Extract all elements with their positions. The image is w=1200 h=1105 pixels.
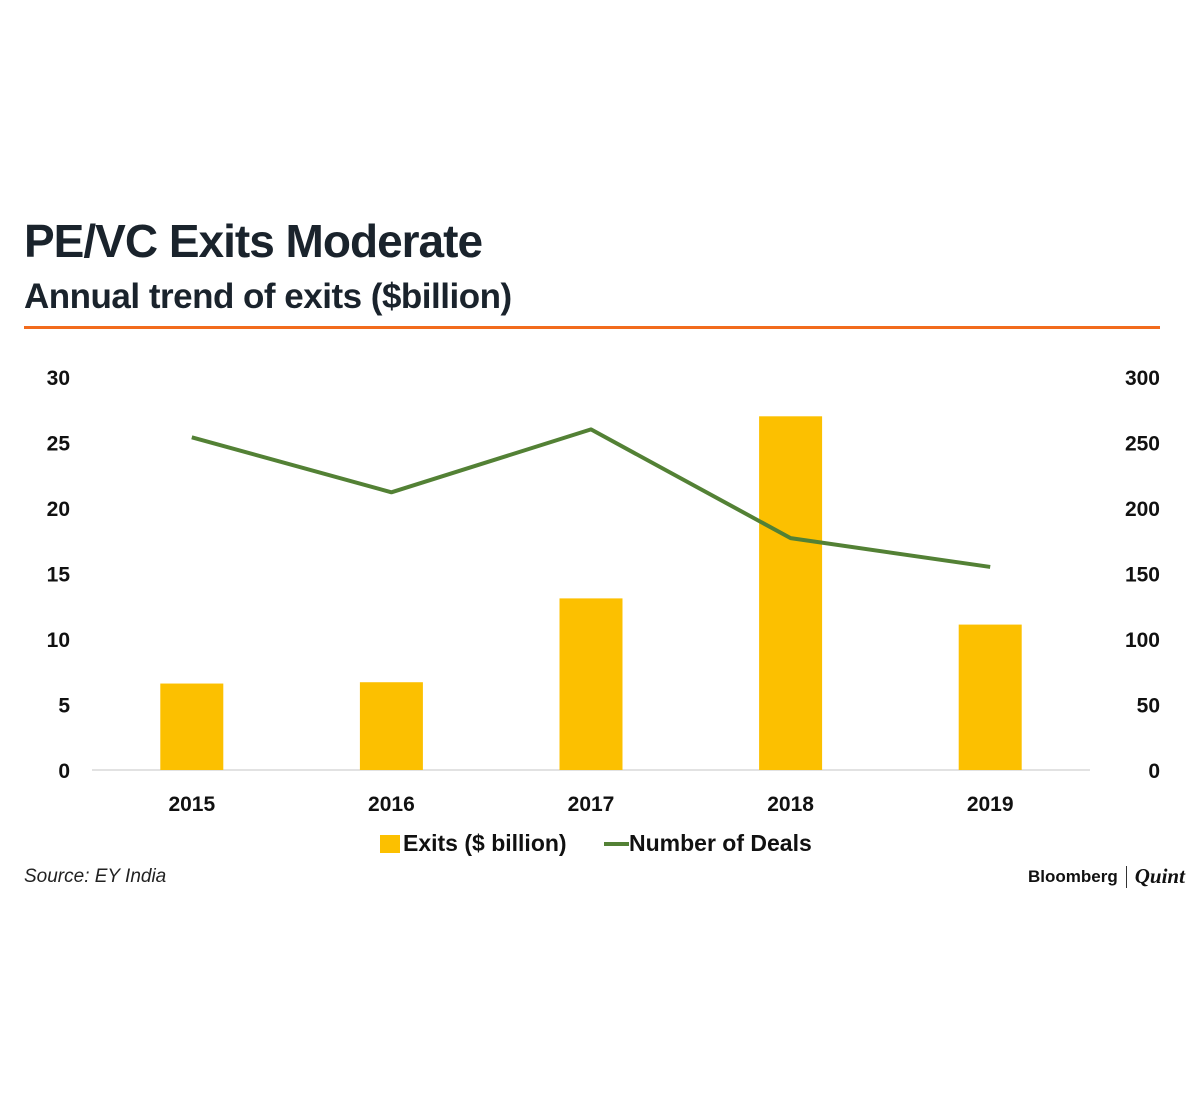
y-right-tick-label: 50 [1137,695,1160,718]
x-tick-label: 2017 [568,793,615,816]
x-tick-label: 2015 [168,793,215,816]
bar-2019 [958,624,1022,770]
brand-divider [1125,865,1127,888]
y-right-tick-label: 150 [1125,564,1160,587]
x-tick-label: 2016 [368,793,415,816]
legend: Exits ($ billion) Number of Deals [380,830,812,856]
chart-subtitle: Annual trend of exits ($billion) [24,277,512,316]
x-tick-label: 2018 [767,793,814,816]
y-right-tick-label: 250 [1125,433,1160,456]
x-tick-label: 2019 [967,793,1014,816]
bar-2016 [359,682,423,770]
y-left-tick-label: 25 [47,433,71,456]
y-right-tick-label: 100 [1125,629,1160,652]
brand-secondary: Quint [1134,864,1185,888]
x-axis: 2015 2016 2017 2018 2019 [168,793,1013,816]
y-left-tick-label: 10 [47,629,70,652]
legend-swatch-exits [380,835,400,853]
bar-2017 [559,598,623,770]
y-right-tick-label: 0 [1148,760,1160,783]
bar-2015 [160,683,224,770]
y-right-tick-label: 300 [1125,367,1160,390]
brand-primary: Bloomberg [1028,866,1118,886]
legend-label-deals: Number of Deals [629,830,812,856]
y-right-tick-label: 200 [1125,498,1160,521]
line-series [191,427,991,569]
brand-logo: Bloomberg Quint [1028,864,1185,889]
legend-label-exits: Exits ($ billion) [403,830,567,856]
bar-series [160,416,1022,770]
left-axis: 0 5 10 15 20 25 30 [47,367,71,783]
bar-2018 [759,416,823,770]
y-left-tick-label: 0 [58,760,70,783]
title-rule [24,326,1160,329]
chart-title: PE/VC Exits Moderate [24,215,483,267]
y-left-tick-label: 15 [47,564,71,587]
y-left-tick-label: 5 [58,695,70,718]
y-left-tick-label: 30 [47,367,70,390]
source-note: Source: EY India [24,866,167,887]
y-left-tick-label: 20 [47,498,70,521]
right-axis: 0 50 100 150 200 250 300 [1125,367,1160,783]
